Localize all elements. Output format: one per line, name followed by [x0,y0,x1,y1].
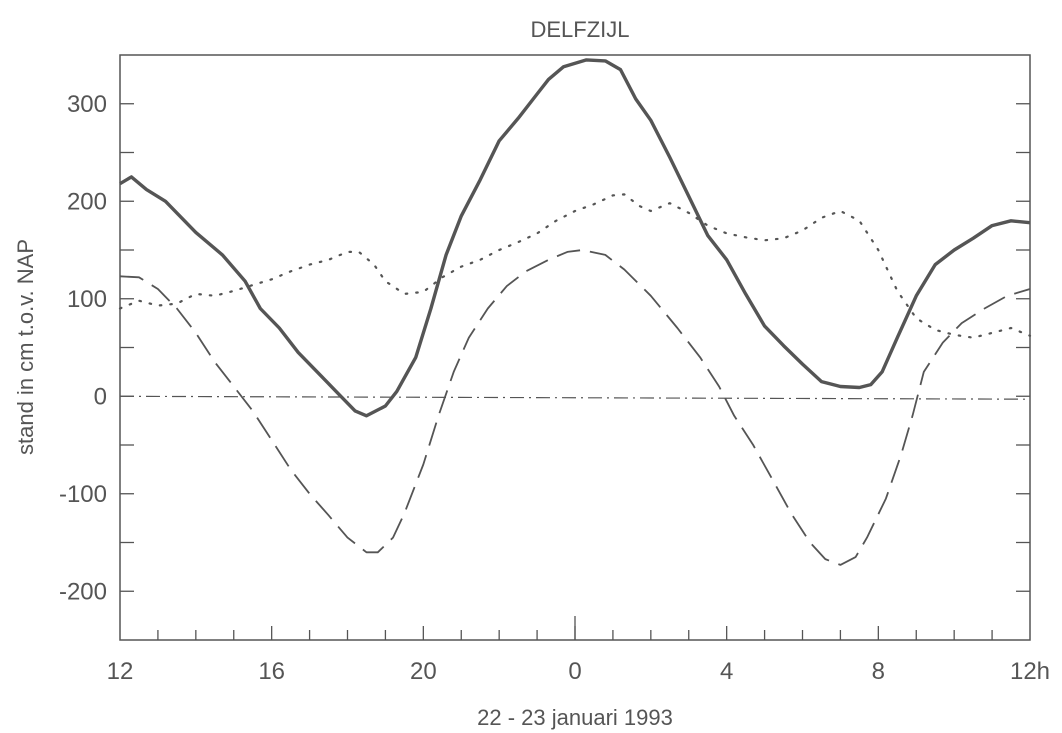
series-lines [118,58,1032,566]
x-tick-label: 16 [258,658,285,685]
x-axis-label: 22 - 23 januari 1993 [477,705,673,730]
series-line-dotted [118,193,1032,339]
series-line-dashdot [119,395,1031,400]
y-tick-label: 300 [67,91,107,118]
x-tick-label: 4 [720,658,733,685]
y-tick-label: 0 [94,383,107,410]
x-tick-label: 8 [872,658,885,685]
x-tick-label: 20 [410,658,437,685]
y-tick-label: -100 [59,481,107,508]
axis-ticks [120,103,1030,640]
y-tick-label: -200 [59,578,107,605]
y-tick-label: 100 [67,286,107,313]
x-tick-label: 12 [107,658,134,685]
y-tick-label: 200 [67,188,107,215]
chart-title: DELFZIJL [530,17,629,42]
y-axis-label: stand in cm t.o.v. NAP [13,239,38,455]
x-tick-label: 12h [1010,658,1050,685]
series-line-solid [119,58,1031,418]
x-tick-label: 0 [568,658,581,685]
series-line-dashed [119,249,1031,566]
